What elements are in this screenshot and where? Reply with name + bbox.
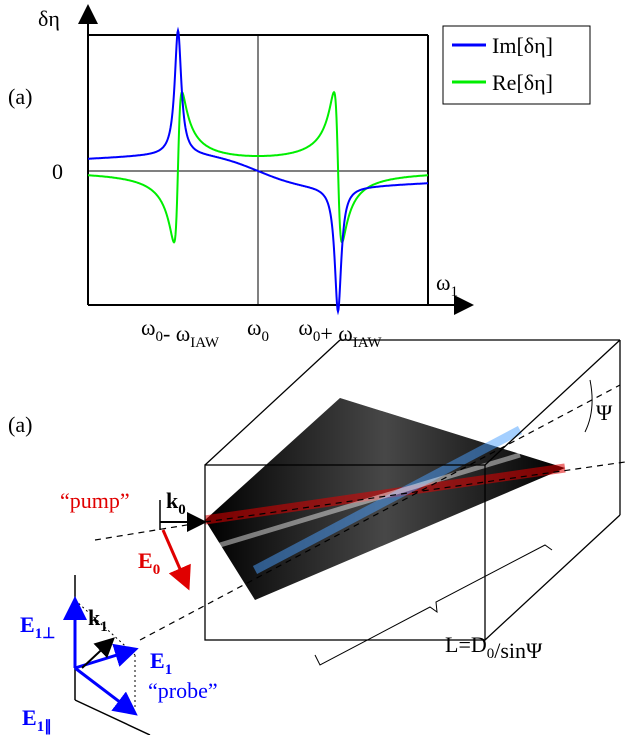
label-main: ω [247, 315, 261, 340]
label-sub: 0 [155, 329, 163, 345]
label-sub: 0 [487, 646, 495, 662]
legend-label: Re[δη] [492, 70, 553, 95]
e0-label: E0 [138, 548, 160, 578]
probe [63, 575, 151, 735]
e1-par-label: E1∥ [22, 705, 52, 735]
plot-frame [78, 4, 474, 315]
label-sub: IAW [353, 335, 383, 351]
label-sub: 1 [450, 284, 458, 300]
y-axis-label: δη [38, 6, 60, 31]
label-sub: IAW [190, 335, 220, 351]
legend-box [442, 25, 591, 105]
label-sub: 1 [100, 619, 108, 635]
label-sub: 1∥ [37, 719, 52, 735]
pump [159, 500, 207, 591]
label-sub: 0 [153, 562, 161, 578]
length-label: L=D0/sinΨ [445, 632, 543, 663]
label-main: - ω [163, 321, 190, 346]
label-main: k [166, 488, 179, 513]
label-main: /sinΨ [494, 638, 543, 663]
curves [88, 26, 428, 316]
label-main: E [22, 705, 37, 730]
box [204, 339, 621, 641]
legend: Im[δη] Re[δη] [452, 33, 553, 95]
length-bracket [314, 544, 553, 666]
panel-label: (a) [8, 84, 32, 109]
label-sub: 1 [165, 662, 173, 678]
label-main: + ω [320, 321, 352, 346]
label-main: ω [141, 315, 155, 340]
e1-label: E1 [150, 648, 172, 678]
label-main: ω [298, 315, 312, 340]
label-sub: 0 [261, 329, 269, 345]
label-main: k [88, 605, 101, 630]
x-label: ω0- ωIAW [141, 315, 220, 351]
im-curve [88, 26, 428, 316]
label-main: E [138, 548, 153, 573]
probe-label: “probe” [148, 678, 218, 703]
angle-label: Ψ [596, 400, 613, 425]
label-main: E [150, 648, 165, 673]
zero-label: 0 [52, 159, 63, 184]
beam-axes [94, 384, 626, 641]
label-sub: 0 [313, 329, 321, 345]
pump-label: “pump” [60, 488, 130, 513]
label-main: ω [436, 270, 450, 295]
angle-arc [584, 379, 593, 433]
panel-label: (a) [8, 412, 32, 437]
label-sub: 1⊥ [35, 626, 56, 642]
label-sub: 0 [178, 502, 186, 518]
label-main: L=D [445, 632, 487, 657]
x-label: ω0 [247, 315, 269, 345]
e1-perp-label: E1⊥ [20, 612, 55, 642]
label-main: E [20, 612, 35, 637]
x-label: ω0+ ωIAW [298, 315, 382, 351]
k0-label: k0 [166, 488, 186, 518]
k1-label: k1 [88, 605, 108, 635]
re-curve [88, 90, 428, 244]
x-axis-label: ω1 [436, 270, 458, 300]
legend-label: Im[δη] [492, 33, 553, 58]
